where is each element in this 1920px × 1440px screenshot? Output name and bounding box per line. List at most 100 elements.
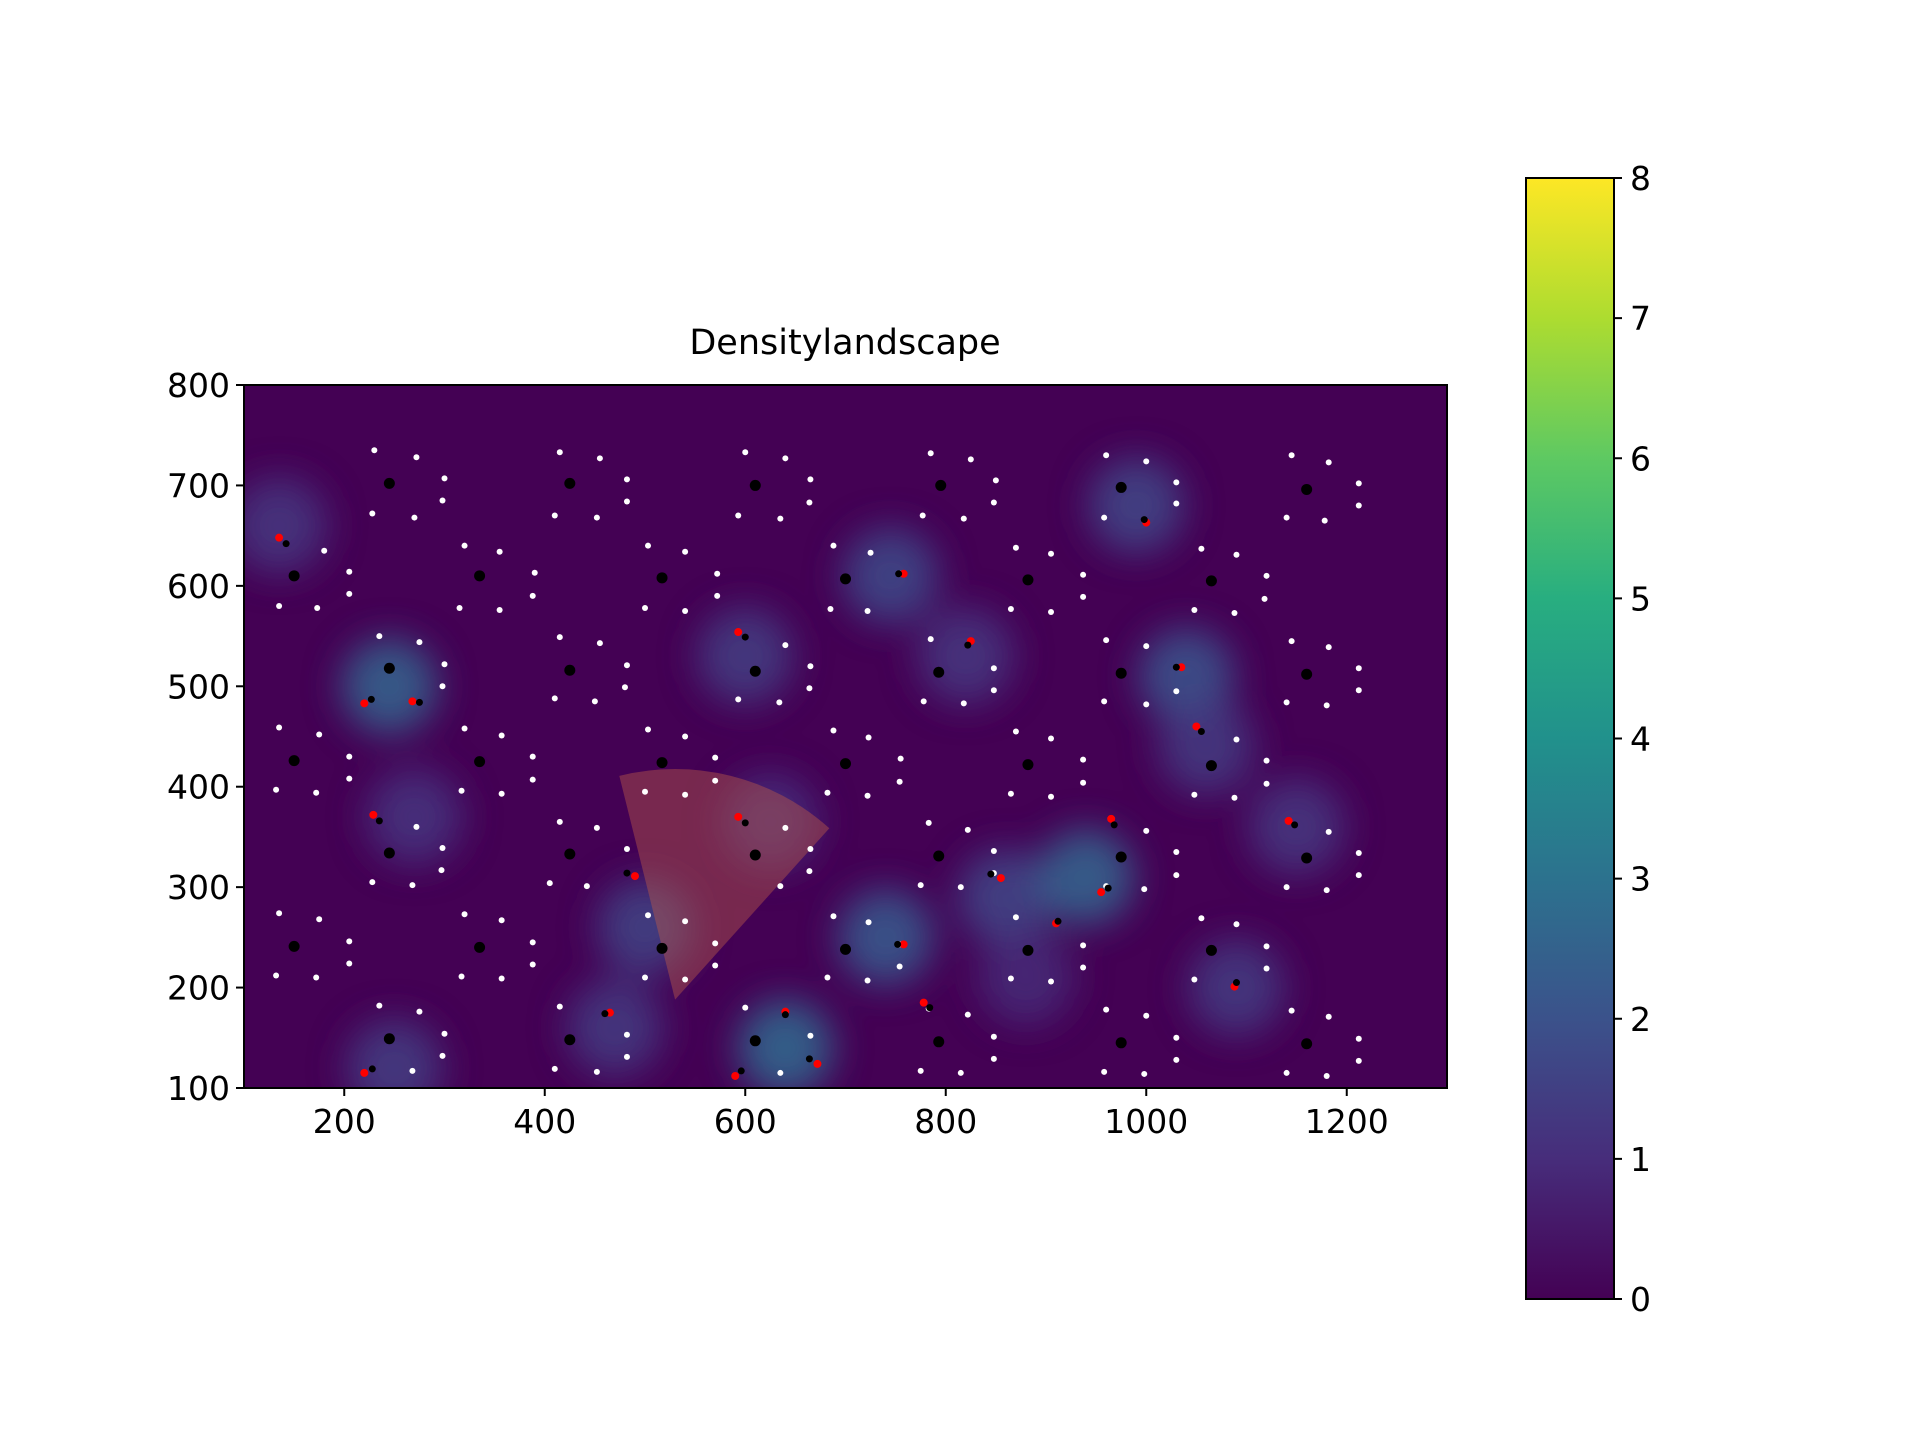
ring-point [623, 498, 630, 505]
ring-point [1101, 1068, 1108, 1075]
cluster-center [564, 1034, 576, 1046]
ring-point [712, 777, 719, 784]
ring-point [830, 913, 837, 920]
ring-point [990, 687, 997, 694]
ring-point [1103, 452, 1110, 459]
agent [805, 1055, 822, 1068]
ring-point [957, 1069, 964, 1076]
ring-point [623, 1031, 630, 1038]
agent-heading [737, 1067, 745, 1075]
ring-point [346, 590, 353, 597]
ring-point [1263, 943, 1270, 950]
ring-point [314, 604, 321, 611]
ring-point [712, 754, 719, 761]
ring-point [531, 569, 538, 576]
ring-point [897, 755, 904, 762]
ring-point [1080, 571, 1087, 578]
ring-point [830, 542, 837, 549]
ring-point [957, 884, 964, 891]
ring-point [411, 514, 418, 521]
agent [623, 869, 639, 881]
colorbar-tick-label: 7 [1630, 299, 1651, 338]
agent-body [734, 628, 743, 637]
ring-point [645, 912, 652, 919]
y-tick-label: 600 [167, 567, 230, 606]
ring-point [682, 976, 689, 983]
ring-point [1141, 1070, 1148, 1077]
ring-point [1048, 608, 1055, 615]
ring-point [682, 548, 689, 555]
plot-frame [243, 384, 1448, 1089]
ring-point [456, 604, 463, 611]
agent-heading [1054, 917, 1062, 925]
density-peak [697, 608, 794, 705]
ring-point [439, 844, 446, 851]
ring-point [807, 476, 814, 483]
ring-point [276, 724, 283, 731]
ring-point [313, 789, 320, 796]
ring-point [1263, 965, 1270, 972]
ring-point [1283, 699, 1290, 706]
density-peak [366, 768, 463, 865]
ring-point [596, 640, 603, 647]
ring-point [556, 1003, 563, 1010]
ring-point [806, 685, 813, 692]
ring-point [992, 477, 999, 484]
density-peaks [244, 457, 1345, 1088]
density-peak [566, 979, 664, 1076]
ring-point [461, 911, 468, 918]
agent-heading [895, 570, 903, 578]
cluster-center [1205, 944, 1217, 956]
agent-heading [601, 1010, 609, 1018]
ring-point [1233, 736, 1240, 743]
ring-point [1261, 595, 1268, 602]
ring-point [645, 542, 652, 549]
ring-point [461, 725, 468, 732]
ring-point [712, 962, 719, 969]
density-peak [1088, 457, 1185, 554]
agent-heading [964, 641, 972, 649]
ring-point [1012, 914, 1019, 921]
ring-point [1325, 828, 1332, 835]
cluster-center [1115, 481, 1127, 493]
ring-point [642, 974, 648, 981]
ring-point [623, 1053, 630, 1060]
ring-point [1355, 1035, 1362, 1042]
cluster-centers [288, 477, 1313, 1050]
agent [360, 695, 375, 708]
ring-point [583, 883, 590, 890]
ring-point [1012, 728, 1019, 735]
cluster-center [1205, 760, 1217, 772]
ring-point [960, 515, 967, 522]
agent-heading [1232, 979, 1240, 987]
ring-point [967, 456, 974, 463]
agent-heading [1110, 821, 1118, 829]
agent-heading [781, 1011, 789, 1019]
ring-point [1007, 975, 1014, 982]
density-peak [244, 477, 328, 574]
ring-point [1173, 1034, 1180, 1041]
ring-point [807, 845, 814, 852]
ring-point [1191, 791, 1198, 798]
ring-point [346, 938, 353, 945]
agent-heading [282, 540, 290, 548]
ring-point [1231, 609, 1238, 616]
ring-point [1191, 606, 1198, 613]
ring-point [990, 1055, 997, 1062]
ring-point [556, 449, 563, 456]
agent-heading [741, 819, 749, 827]
ring-point [441, 1030, 448, 1037]
ring-point [830, 727, 837, 734]
ring-point [1288, 1007, 1295, 1014]
cluster-center [935, 479, 947, 491]
agent-heading [375, 817, 383, 825]
ring-point [1173, 872, 1180, 879]
cluster-center [474, 570, 486, 582]
cluster-center [749, 1035, 761, 1047]
ring-point [777, 1069, 784, 1076]
agent-heading [926, 1004, 934, 1012]
ring-point [596, 455, 603, 462]
ring-point [1263, 572, 1270, 579]
cluster-center [656, 572, 668, 584]
ring-point [712, 940, 719, 947]
